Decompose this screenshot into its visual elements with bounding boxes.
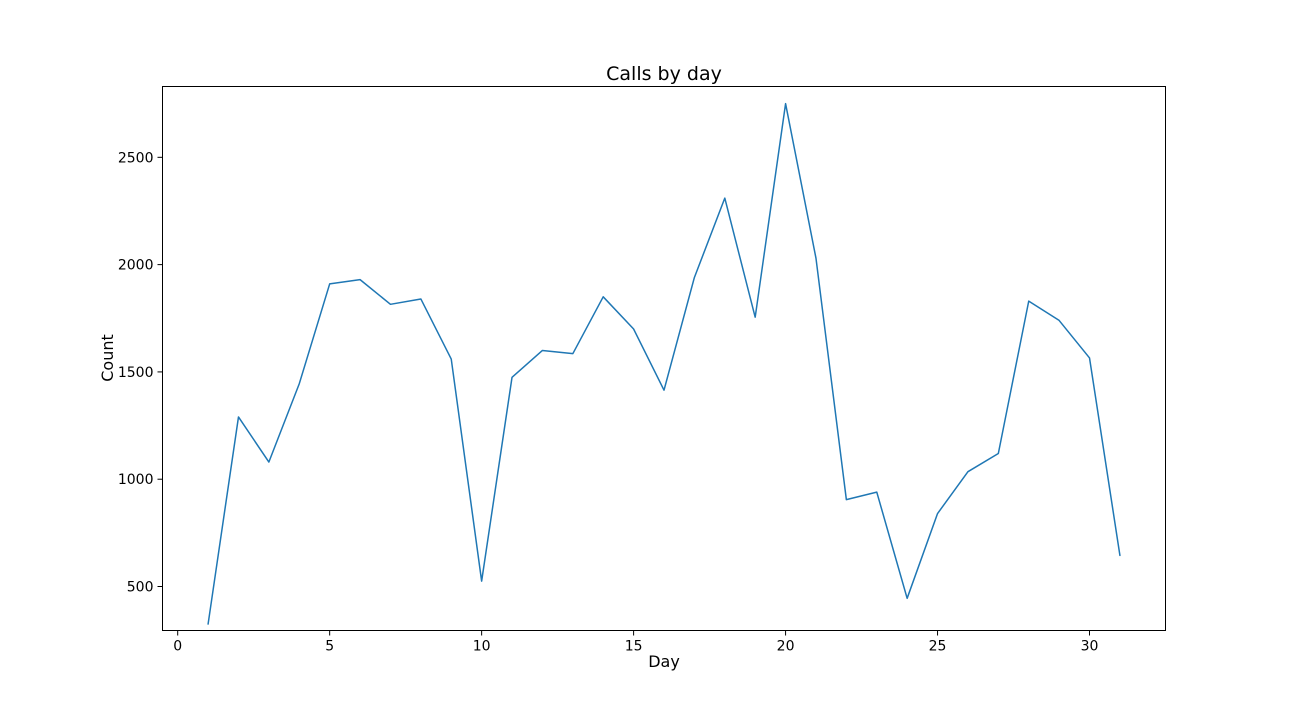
x-axis-label: Day xyxy=(648,652,680,671)
series-line-0 xyxy=(207,102,1121,625)
y-tick-label: 500 xyxy=(127,580,154,596)
x-axis-ticks: 0 5 10 15 20 25 30 xyxy=(173,630,1099,655)
y-tick-label: 1500 xyxy=(118,365,154,381)
y-axis-label: Count xyxy=(98,334,117,382)
series-group xyxy=(207,102,1121,625)
y-tick-label: 1000 xyxy=(118,472,154,488)
plot-area xyxy=(162,86,1166,631)
x-tick-label: 5 xyxy=(325,639,334,655)
x-tick-label: 25 xyxy=(929,639,947,655)
x-tick-label: 20 xyxy=(777,639,795,655)
chart-title: Calls by day xyxy=(606,63,722,85)
x-tick-label: 30 xyxy=(1081,639,1099,655)
axes-frame xyxy=(162,86,1166,631)
x-tick-label: 0 xyxy=(173,639,182,655)
y-axis-ticks: 500 1000 1500 2000 2500 xyxy=(118,150,163,596)
x-tick-label: 15 xyxy=(625,639,643,655)
y-tick-label: 2500 xyxy=(118,150,154,166)
y-tick-label: 2000 xyxy=(118,258,154,274)
x-tick-label: 10 xyxy=(473,639,491,655)
